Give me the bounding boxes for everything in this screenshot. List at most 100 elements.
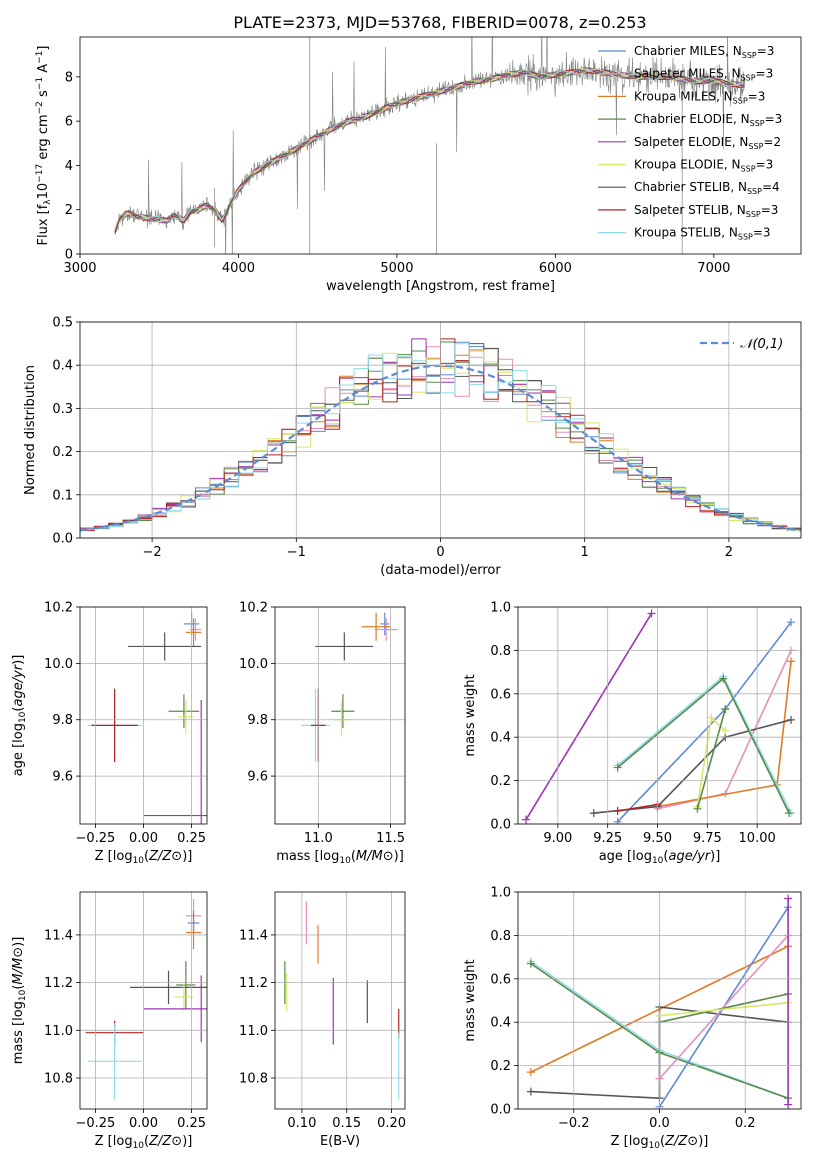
legend-label: Salpeter ELODIE, NSSP=2 [634, 135, 781, 151]
tick-label-y: 0.2 [490, 1059, 511, 1074]
tick-label-y: 9.6 [247, 770, 268, 785]
panel-weight-vs-age: 9.00 9.25 9.50 9.75 10.00 0.0 0.2 0.4 0.6 0.8 1.0 a… [463, 601, 802, 866]
errorbar-point [361, 612, 391, 641]
tick-label-x: 0.25 [177, 831, 206, 846]
tick-label-y: 10.2 [44, 601, 73, 616]
weight-marker [787, 657, 796, 666]
tick-label-x: 9.00 [543, 831, 572, 846]
tick-label-x: 10.00 [739, 831, 776, 846]
legend-label: Chabrier STELIB, NSSP=4 [634, 180, 780, 196]
tick-label-y: 10.0 [239, 657, 268, 672]
tick-label-x: 11.5 [376, 831, 405, 846]
tick-label-x: 5000 [380, 261, 413, 276]
plot-area-mass-vs-ebv [284, 901, 400, 1100]
tick-label-y: 0.8 [490, 929, 511, 944]
panel-spectrum: 3000 4000 5000 6000 7000 0 2 4 6 8 wavelength [Ang… [35, 36, 802, 294]
y-axis-label: mass weight [463, 674, 478, 756]
axes-frame [79, 36, 802, 255]
tick-label-y: 11.2 [239, 976, 268, 991]
axes-frame [79, 606, 208, 825]
weight-marker [589, 809, 598, 818]
legend-label: Salpeter MILES, NSSP=3 [634, 67, 773, 83]
tick-label-x: −0.25 [75, 831, 115, 846]
weight-marker [526, 959, 535, 968]
tick-label-y: 0.8 [490, 644, 511, 659]
legend-label: Salpeter STELIB, NSSP=3 [634, 203, 778, 219]
tick-label-x: 0.10 [287, 1116, 316, 1131]
x-axis-label: E(B-V) [320, 1134, 360, 1149]
model-fit-line [114, 69, 745, 233]
tick-label-y: 0.5 [52, 316, 73, 331]
panel-age-vs-Z: −0.25 0.00 0.25 9.6 9.8 10.0 10.2 Z [log10(Z/Z⊙… [11, 601, 208, 866]
weight-line [617, 803, 658, 812]
panel-residuals: −2 −1 0 1 2 0.0 0.1 0.2 0.3 0.4 0.5 (data-model)/er… [23, 316, 802, 578]
tick-label-x: 11.0 [304, 831, 333, 846]
weight-marker [693, 804, 702, 813]
axes-frame [79, 321, 802, 539]
legend-label: Chabrier ELODIE, NSSP=3 [634, 112, 782, 128]
y-axis-label: mass [log10(M/M⊙)] [11, 937, 28, 1065]
errorbar-point [176, 961, 196, 1009]
axes-frame [517, 606, 802, 825]
tick-label-y: 9.8 [52, 713, 73, 728]
tick-label-x: 0.0 [649, 1116, 670, 1131]
weight-marker [647, 609, 656, 618]
tick-label-y: 11.2 [44, 976, 73, 991]
tick-label-y: 0.4 [490, 1016, 511, 1031]
tick-label-y: 0 [65, 248, 73, 263]
errorbar-point [185, 618, 202, 647]
tick-label-x: 0.15 [332, 1116, 361, 1131]
errorbar-point [143, 700, 207, 824]
tick-label-y: 2 [65, 203, 73, 218]
tick-label-x: −1 [287, 545, 306, 560]
tick-label-y: 0.2 [490, 774, 511, 789]
figure-title: PLATE=2373, MJD=53768, FIBERID=0078, z=0… [233, 13, 646, 32]
weight-marker [613, 763, 622, 772]
model-fit-line [114, 68, 745, 231]
tick-label-x: 4000 [222, 261, 255, 276]
plot-area-spectrum [114, 37, 746, 254]
tick-label-y: 4 [65, 159, 73, 174]
weight-line [659, 1001, 789, 1017]
legend-label: Kroupa STELIB, NSSP=3 [634, 226, 771, 242]
weight-marker [721, 726, 730, 735]
weight-marker [613, 817, 622, 824]
y-axis-label: mass weight [463, 959, 478, 1041]
panel-mass-vs-ebv: 0.10 0.15 0.20 10.8 11.0 11.2 11.4 E(B-V) [239, 891, 406, 1149]
weight-marker [784, 894, 793, 903]
tick-label-y: 10.8 [44, 1072, 73, 1087]
tick-label-y: 0.6 [490, 687, 511, 702]
errorbar-point [130, 970, 207, 1005]
plot-area-mass-vs-Z [85, 899, 207, 1100]
tick-label-y: 10.8 [239, 1072, 268, 1087]
tick-label-y: 0.3 [52, 402, 73, 417]
x-axis-label: Z [log10(Z/Z⊙)] [95, 849, 193, 866]
weight-marker [784, 1100, 793, 1109]
tick-label-x: 0.20 [377, 1116, 406, 1131]
tick-label-y: 11.0 [44, 1024, 73, 1039]
tick-label-y: 10.2 [239, 601, 268, 616]
weight-marker [613, 806, 622, 815]
tick-label-x: 9.50 [643, 831, 672, 846]
weight-marker [521, 815, 530, 824]
tick-label-x: 0.00 [129, 831, 158, 846]
tick-label-x: 3000 [63, 261, 96, 276]
tick-label-x: 0.25 [177, 1116, 206, 1131]
tick-label-y: 6 [65, 115, 73, 130]
weight-marker [719, 674, 728, 683]
x-axis-label: wavelength [Angstrom, rest frame] [326, 279, 555, 294]
tick-label-y: 10.0 [44, 657, 73, 672]
weight-line [659, 993, 789, 1023]
weight-marker [721, 704, 730, 713]
tick-label-y: 1.0 [490, 601, 511, 616]
tick-label-y: 9.6 [52, 770, 73, 785]
errorbar-point [91, 688, 138, 762]
legend-label: Kroupa ELODIE, NSSP=3 [634, 158, 773, 174]
weight-marker [787, 618, 796, 627]
errorbar-point [315, 632, 374, 661]
tick-label-y: 8 [65, 70, 73, 85]
weight-line [658, 934, 789, 1080]
tick-label-y: 11.4 [44, 928, 73, 943]
legend-label: Chabrier MILES, NSSP=3 [634, 44, 774, 60]
